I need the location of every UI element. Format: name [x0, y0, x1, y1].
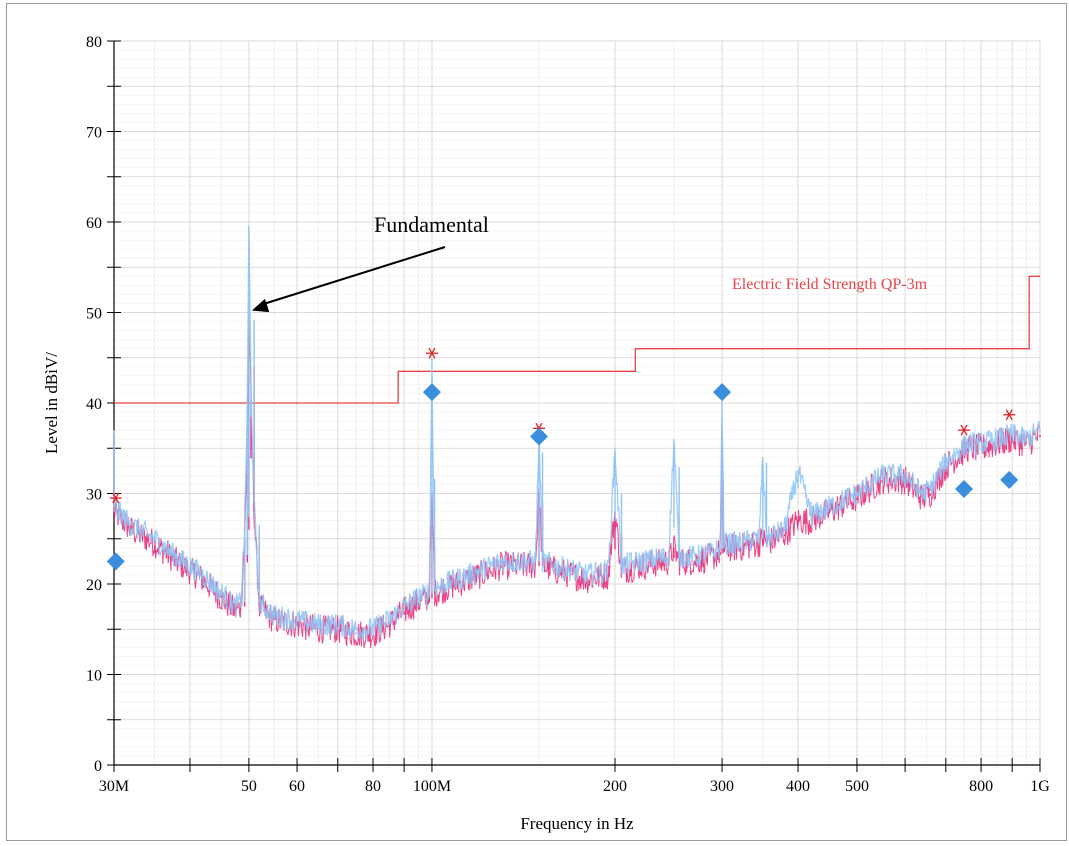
y-tick-label: 70	[86, 125, 102, 142]
peak-marker-stroke	[960, 424, 968, 436]
y-tick-label: 60	[86, 215, 102, 232]
y-axis-title: Level in dBìV/	[42, 352, 61, 454]
annotation-text: Fundamental	[374, 212, 489, 237]
limit-line-label: Electric Field Strength QP-3m	[732, 276, 928, 293]
label-group: 0 10 20 30 40 50 60 70 80 30M 50 60 80 100M 200 300 400 5…	[42, 34, 1050, 833]
qp-marker	[530, 427, 549, 446]
x-tick-label: 500	[845, 778, 869, 795]
peak-marker-stroke	[428, 347, 436, 359]
annotation-arrow-line	[261, 246, 446, 306]
x-tick-label: 60	[289, 778, 305, 795]
x-axis-title: Frequency in Hz	[520, 814, 634, 833]
qp-marker	[713, 383, 732, 402]
chart-frame: 0 10 20 30 40 50 60 70 80 30M 50 60 80 100M 200 300 400 5…	[6, 3, 1067, 841]
peak-marker-stroke	[112, 492, 120, 504]
x-tick-label: 400	[786, 778, 810, 795]
annotation-arrow-head	[251, 298, 270, 313]
limit-line-group	[114, 275, 1040, 404]
x-tick-label: 200	[603, 778, 627, 795]
y-tick-label: 20	[86, 577, 102, 594]
x-tick-label: 80	[365, 778, 381, 795]
x-tick-label: 100M	[413, 778, 451, 795]
y-tick-label: 10	[86, 668, 102, 685]
peak-marker	[109, 492, 122, 504]
x-tick-label: 1G	[1030, 778, 1050, 795]
limit-line	[114, 275, 1040, 404]
y-tick-label: 0	[94, 758, 102, 775]
emission-chart: 0 10 20 30 40 50 60 70 80 30M 50 60 80 100M 200 300 400 5…	[42, 34, 1050, 833]
y-tick-label: 50	[86, 306, 102, 323]
series-line-2	[113, 225, 1041, 641]
peak-marker-stroke	[1005, 409, 1013, 421]
qp-marker	[106, 552, 125, 571]
peak-marker	[958, 424, 971, 436]
x-tick-label: 50	[241, 778, 257, 795]
y-tick-label: 30	[86, 487, 102, 504]
peak-marker	[425, 347, 438, 359]
qp-marker	[422, 383, 441, 402]
x-tick-label: 800	[969, 778, 993, 795]
qp-marker	[955, 479, 974, 498]
marker-group	[106, 347, 1019, 571]
y-tick-label: 80	[86, 34, 102, 51]
y-tick-label: 40	[86, 396, 102, 413]
peak-marker	[1003, 409, 1016, 421]
x-tick-label: 30M	[99, 778, 129, 795]
x-tick-label: 300	[710, 778, 734, 795]
qp-marker	[1000, 470, 1019, 489]
